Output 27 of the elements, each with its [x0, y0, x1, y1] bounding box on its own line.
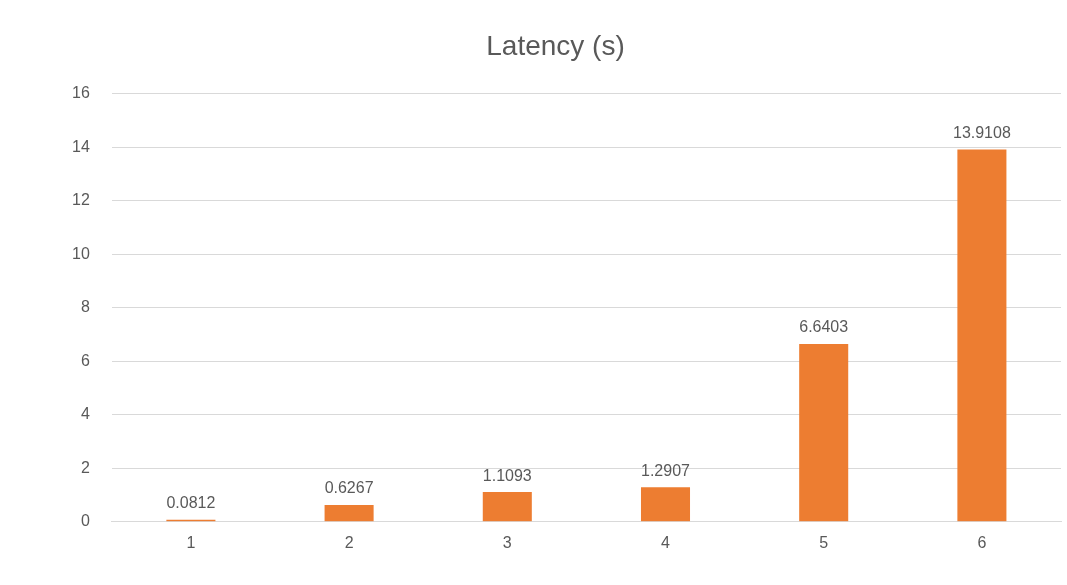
y-tick-label: 12 — [72, 191, 90, 209]
x-tick-label: 6 — [977, 533, 987, 551]
chart-title: Latency (s) — [486, 29, 625, 61]
data-label: 13.9108 — [952, 123, 1011, 141]
x-tick-label: 2 — [344, 533, 354, 551]
y-tick-label: 16 — [72, 84, 90, 102]
data-label: 1.2907 — [641, 461, 691, 479]
y-tick-label: 14 — [72, 137, 90, 155]
data-label: 6.6403 — [799, 318, 849, 336]
bar — [324, 505, 374, 522]
x-tick-label: 1 — [186, 533, 196, 551]
y-tick-label: 6 — [80, 351, 90, 369]
x-tick-label: 5 — [819, 533, 829, 551]
data-label: 1.1093 — [482, 466, 532, 484]
x-tick-label: 3 — [502, 533, 512, 551]
x-tick-label: 4 — [661, 533, 671, 551]
bar — [482, 492, 532, 522]
bar — [799, 344, 849, 522]
bar — [640, 487, 691, 522]
y-tick-label: 4 — [80, 405, 90, 423]
y-tick-label: 0 — [80, 512, 90, 530]
bar — [957, 149, 1007, 522]
data-label: 0.0812 — [166, 494, 216, 512]
y-tick-label: 8 — [80, 298, 90, 316]
y-tick-label: 10 — [72, 244, 90, 262]
data-label: 0.6267 — [324, 479, 374, 497]
y-tick-label: 2 — [80, 458, 90, 476]
